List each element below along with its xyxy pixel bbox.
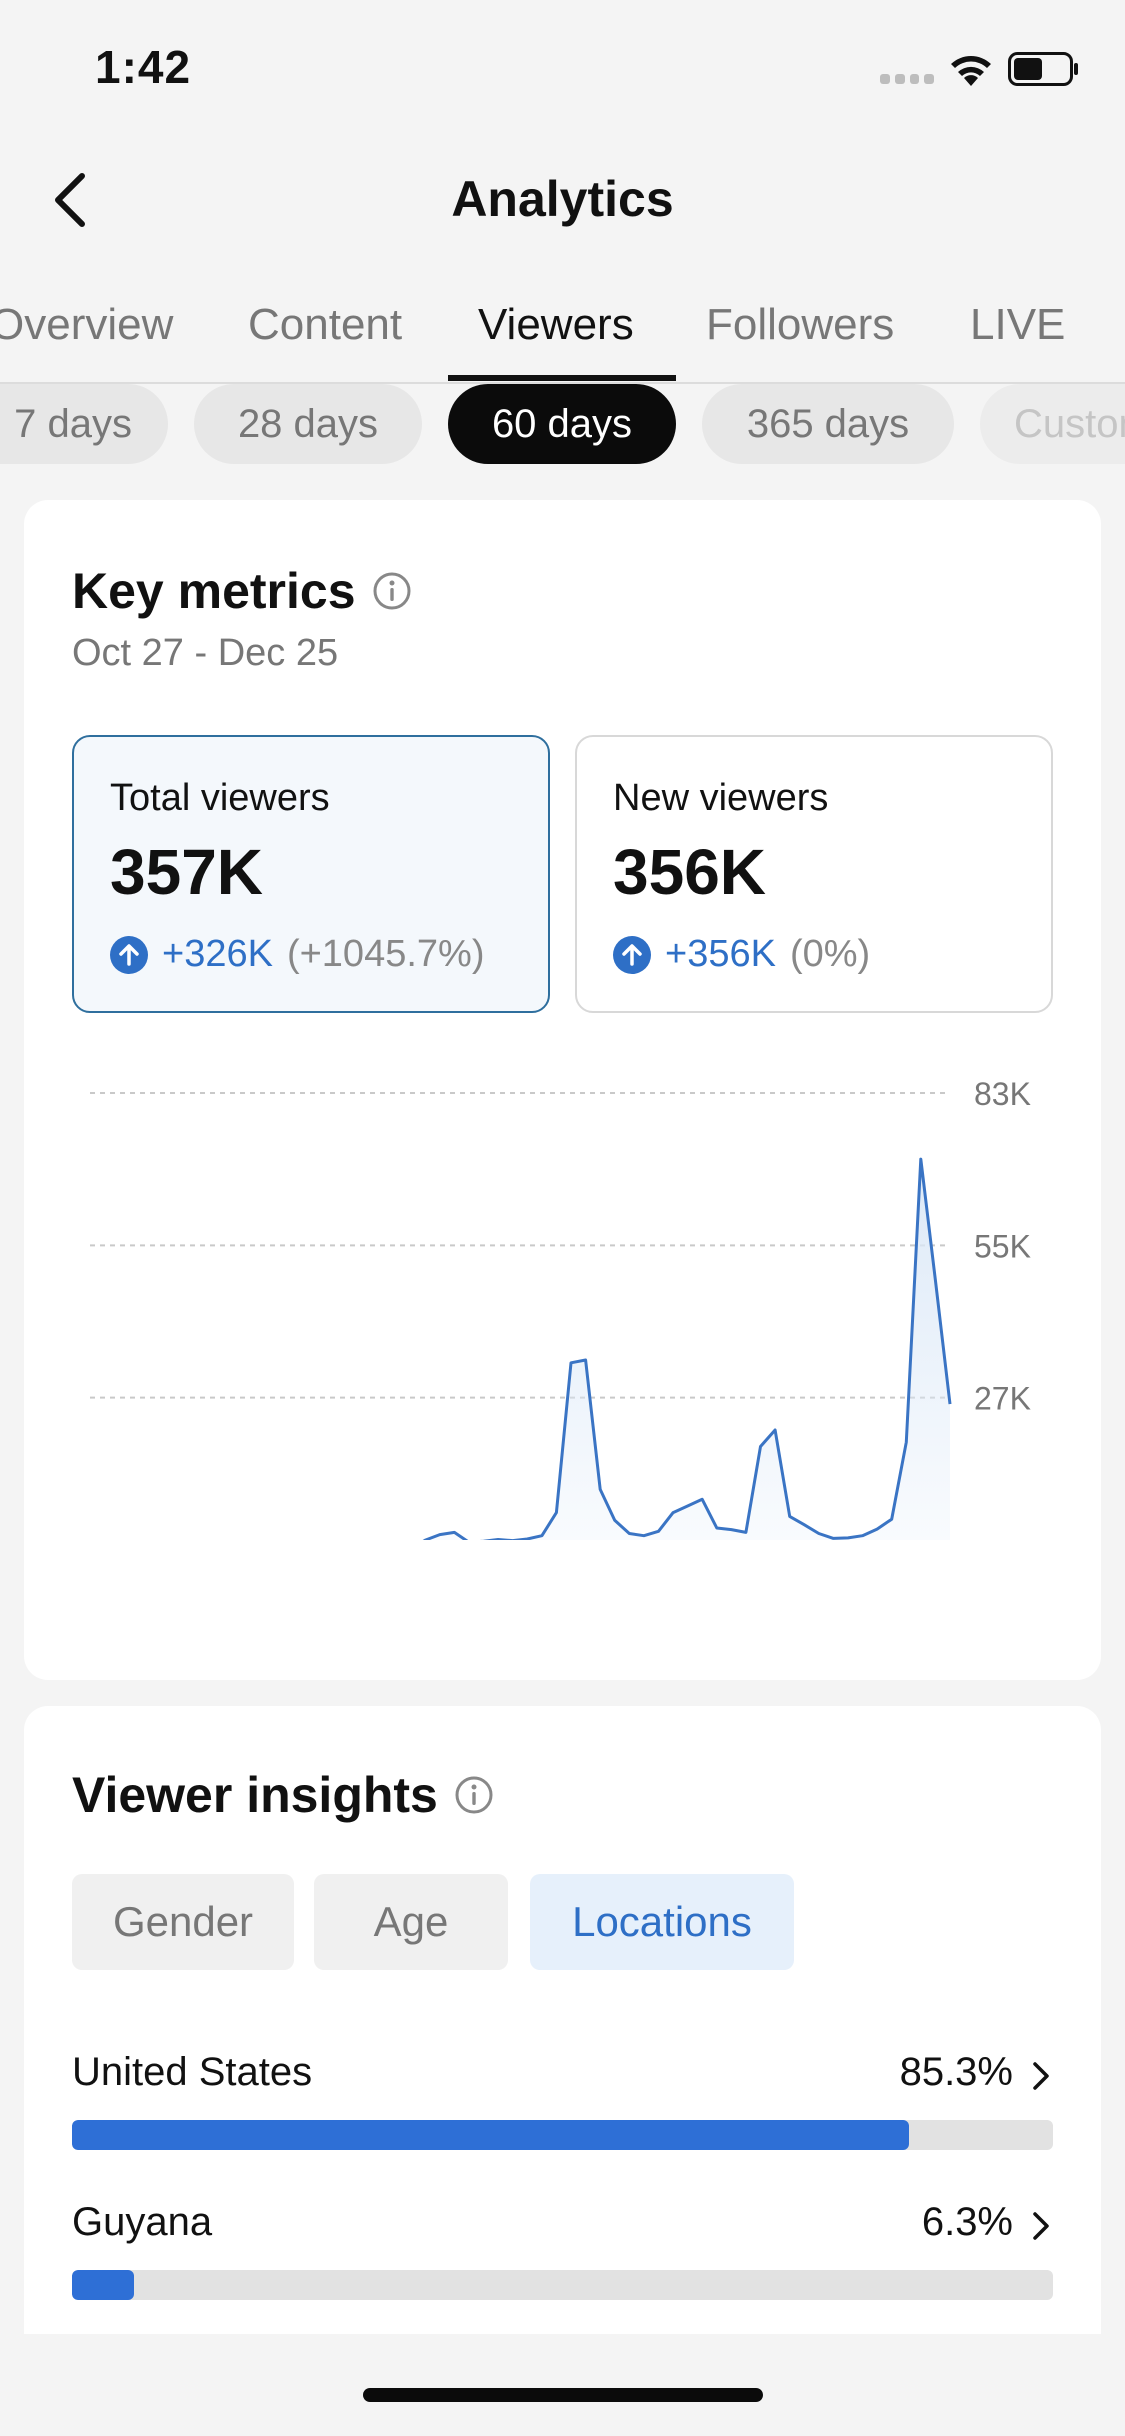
active-tab-indicator <box>448 375 676 381</box>
wifi-icon <box>951 56 991 86</box>
info-icon[interactable] <box>372 571 412 611</box>
new-viewers-card[interactable]: New viewers 356K +356K (0%) <box>575 735 1053 1013</box>
total-viewers-card[interactable]: Total viewers 357K +326K (+1045.7%) <box>72 735 550 1013</box>
viewer-insights-heading: Viewer insights <box>72 1767 438 1823</box>
segment-locations[interactable]: Locations <box>530 1874 794 1970</box>
chip-7-days[interactable]: 7 days <box>0 384 168 464</box>
viewers-chart: 27K55K83KOct 27Dec 25 <box>90 1076 1031 1540</box>
viewer-insights-card: Viewer insights Gender Age Locations Uni… <box>24 1706 1101 2436</box>
location-name: Guyana <box>72 2200 213 2244</box>
chevron-left-icon <box>55 173 85 227</box>
tab-viewers[interactable]: Viewers <box>478 300 634 349</box>
location-name: United States <box>72 2050 313 2094</box>
chevron-right-icon <box>1033 2062 1049 2090</box>
y-tick-label: 83K <box>974 1076 1031 1112</box>
metric-delta: +326K (+1045.7%) <box>110 933 484 976</box>
chart-area <box>425 1159 950 1540</box>
key-metrics-title: Key metrics <box>72 562 412 620</box>
cellular-signal-icon <box>880 74 934 86</box>
chip-365-days[interactable]: 365 days <box>702 384 954 464</box>
tab-live[interactable]: LIVE <box>970 300 1066 349</box>
location-bar-fill <box>72 2120 909 2150</box>
chip-60-days[interactable]: 60 days <box>448 384 676 464</box>
y-tick-label: 55K <box>974 1228 1031 1264</box>
metric-delta: +356K (0%) <box>613 933 870 976</box>
viewer-insights-title: Viewer insights <box>72 1766 494 1824</box>
location-bar-fill <box>72 2270 134 2300</box>
y-tick-label: 27K <box>974 1381 1031 1417</box>
status-bar: 1:42 <box>0 0 1125 140</box>
location-row-guyana[interactable]: Guyana 6.3% <box>72 2200 1053 2310</box>
delta-percent: (+1045.7%) <box>286 933 485 975</box>
segment-gender[interactable]: Gender <box>72 1874 294 1970</box>
date-range-chips: 7 days 28 days 60 days 365 days Custom <box>0 384 1125 474</box>
location-row-united-states[interactable]: United States 85.3% <box>72 2050 1053 2160</box>
tab-content[interactable]: Content <box>248 300 403 349</box>
metric-label: Total viewers <box>110 777 330 819</box>
nav-header: Analytics <box>0 140 1125 260</box>
key-metrics-card: Key metrics Oct 27 - Dec 25 Total viewer… <box>24 500 1101 1680</box>
delta-value: +326K <box>162 933 273 975</box>
metric-value: 357K <box>110 836 263 908</box>
analytics-tabs: Overview Content Viewers Followers LIVE <box>0 280 1125 384</box>
arrow-up-circle-icon <box>110 935 148 974</box>
chip-28-days[interactable]: 28 days <box>194 384 422 464</box>
location-bar-track <box>72 2120 1053 2150</box>
segment-age[interactable]: Age <box>314 1874 508 1970</box>
key-metrics-heading: Key metrics <box>72 563 356 619</box>
metric-label: New viewers <box>613 777 829 819</box>
location-percent: 6.3% <box>921 2200 1013 2244</box>
chart-series-line <box>422 1157 952 1540</box>
location-percent: 85.3% <box>899 2050 1013 2094</box>
status-time: 1:42 <box>95 41 192 93</box>
home-indicator[interactable] <box>363 2388 763 2402</box>
chip-custom[interactable]: Custom <box>980 384 1125 464</box>
tab-followers[interactable]: Followers <box>706 300 895 349</box>
bottom-safe-area <box>0 2334 1125 2436</box>
page-title: Analytics <box>451 171 674 227</box>
info-icon[interactable] <box>454 1775 494 1815</box>
delta-value: +356K <box>665 933 776 975</box>
battery-icon <box>1008 52 1078 86</box>
delta-percent: (0%) <box>789 933 871 975</box>
metric-value: 356K <box>613 836 766 908</box>
arrow-up-circle-icon <box>613 935 651 974</box>
tab-overview[interactable]: Overview <box>0 300 174 349</box>
chevron-right-icon <box>1033 2212 1049 2240</box>
location-bar-track <box>72 2270 1053 2300</box>
date-range-label: Oct 27 - Dec 25 <box>72 632 339 674</box>
back-button[interactable] <box>40 165 100 235</box>
